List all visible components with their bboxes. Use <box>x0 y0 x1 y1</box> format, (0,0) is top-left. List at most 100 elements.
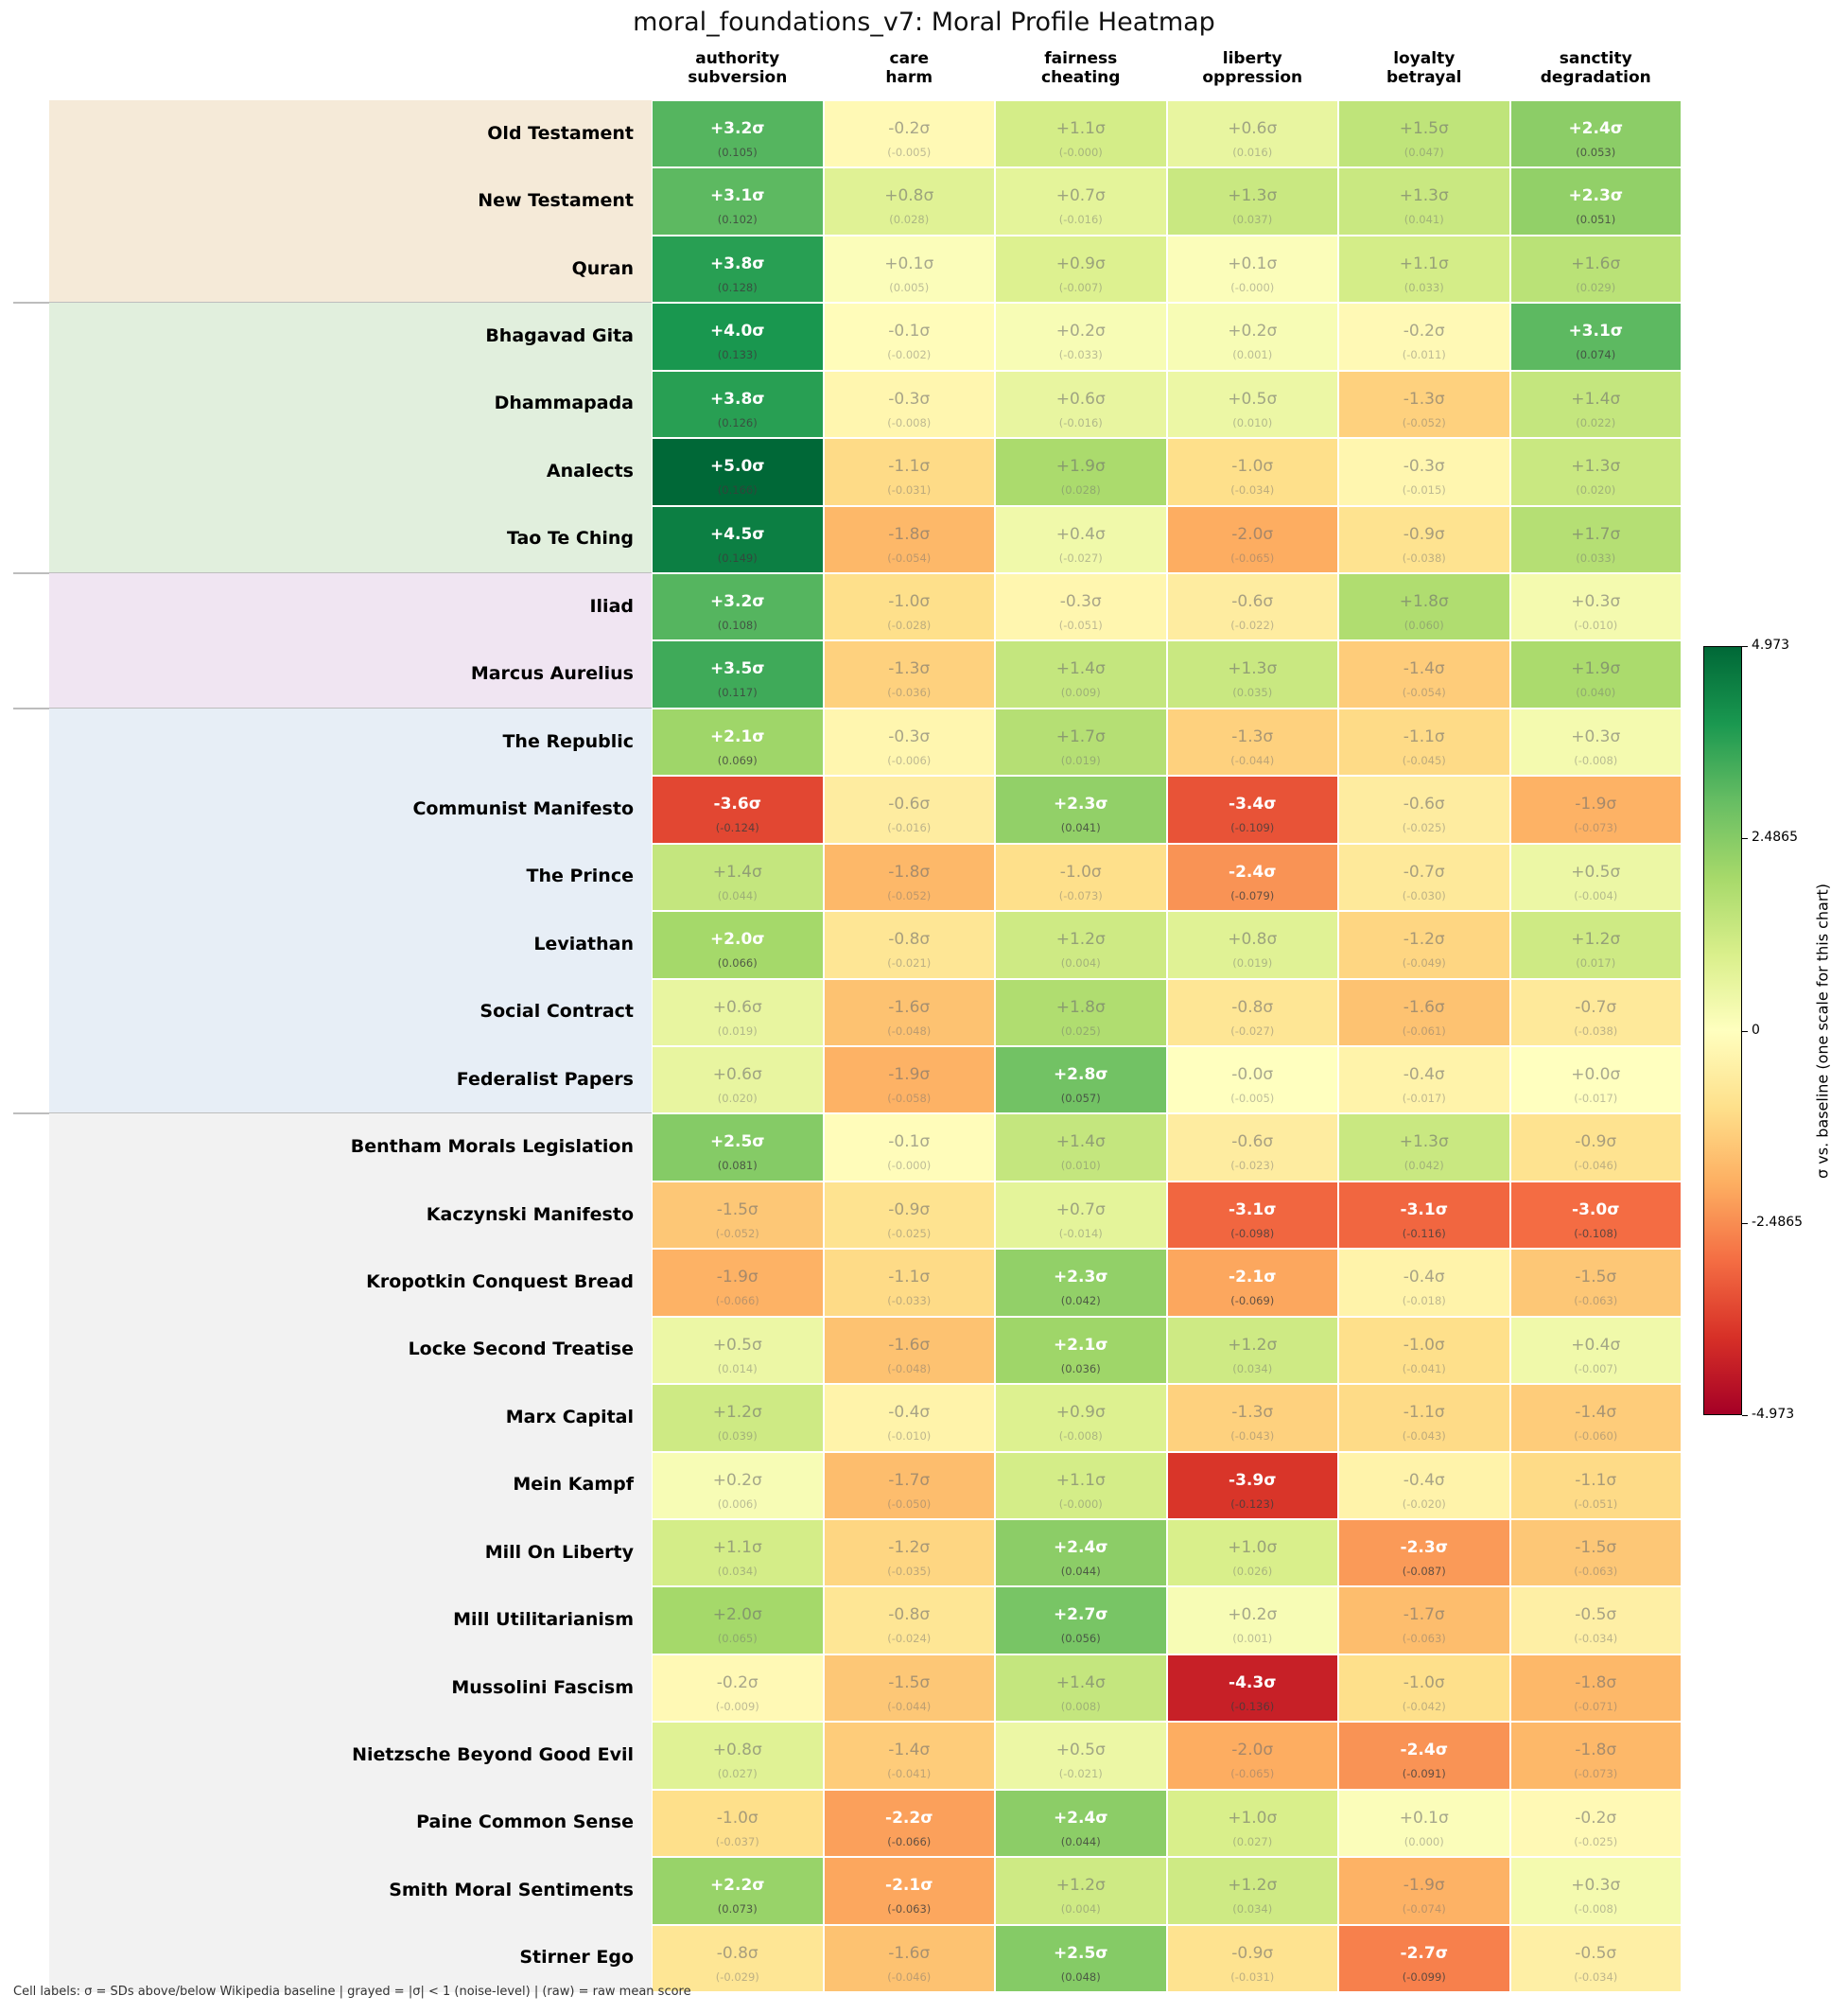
cell-raw-label: (-0.063) <box>1574 1294 1618 1308</box>
cell-sigma-label: -1.5σ <box>1575 1538 1617 1558</box>
cell-sigma-label: -3.1σ <box>1229 1199 1277 1219</box>
cell-raw-label: (-0.041) <box>1402 1361 1446 1375</box>
heatmap-cell: -2.0σ (-0.065) <box>1166 505 1338 573</box>
cell-sigma-label: +2.2σ <box>709 1876 765 1896</box>
heatmap-cell: +1.3σ (0.035) <box>1166 640 1338 709</box>
cell-raw-label: (-0.027) <box>1230 1024 1275 1038</box>
cell-raw-label: (-0.073) <box>1574 821 1618 835</box>
cell-raw-label: (-0.015) <box>1402 483 1446 498</box>
cell-raw-label: (0.001) <box>1232 348 1273 362</box>
cell-sigma-label: +2.8σ <box>1053 1065 1108 1085</box>
heatmap-cell: -2.3σ (-0.087) <box>1338 1519 1510 1587</box>
heatmap-cell: +2.1σ (0.036) <box>995 1316 1167 1385</box>
cell-raw-label: (-0.087) <box>1402 1565 1446 1579</box>
heatmap-cell: +1.4σ (0.022) <box>1509 370 1682 439</box>
cell-sigma-label: +1.3σ <box>1228 659 1278 679</box>
cell-sigma-label: +2.5σ <box>709 1132 765 1152</box>
cell-raw-label: (0.008) <box>1060 1699 1101 1713</box>
cell-raw-label: (0.026) <box>1232 1565 1273 1579</box>
heatmap-cell: +3.2σ (0.105) <box>652 100 824 168</box>
heatmap-cell: -1.3σ (-0.043) <box>1166 1384 1338 1452</box>
cell-raw-label: (-0.066) <box>715 1294 759 1308</box>
colorbar-tick <box>1742 1030 1748 1032</box>
cell-sigma-label: +4.5σ <box>709 524 765 544</box>
heatmap-cell: -1.8σ (-0.052) <box>823 843 995 912</box>
row-label: Bhagavad Gita <box>485 325 634 346</box>
cell-sigma-label: -3.6σ <box>713 795 761 814</box>
cell-raw-label: (0.006) <box>717 1497 758 1511</box>
cell-sigma-label: +0.3σ <box>1571 592 1621 611</box>
cell-raw-label: (0.044) <box>717 888 758 902</box>
heatmap-cell: +2.0σ (0.066) <box>652 911 824 979</box>
cell-raw-label: (-0.021) <box>1058 1767 1103 1781</box>
heatmap-cell: +0.7σ (-0.014) <box>995 1181 1167 1250</box>
heatmap-cell: -3.4σ (-0.109) <box>1166 776 1338 844</box>
heatmap-cell: +1.3σ (0.020) <box>1509 438 1682 506</box>
cell-sigma-label: -1.5σ <box>716 1199 758 1219</box>
cell-raw-label: (0.004) <box>1060 1902 1101 1917</box>
cell-raw-label: (0.081) <box>717 1159 758 1173</box>
cell-raw-label: (-0.031) <box>887 483 932 498</box>
heatmap-cell: -3.1σ (-0.098) <box>1166 1181 1338 1250</box>
cell-sigma-label: +1.8σ <box>1055 997 1106 1017</box>
cell-sigma-label: +2.4σ <box>1053 1808 1108 1828</box>
heatmap-cell: -4.3σ (-0.136) <box>1166 1654 1338 1723</box>
cell-raw-label: (0.014) <box>717 1361 758 1375</box>
cell-raw-label: (0.005) <box>889 280 930 294</box>
cell-raw-label: (0.034) <box>1232 1902 1273 1917</box>
cell-sigma-label: +2.5σ <box>1053 1943 1108 1963</box>
cell-sigma-label: -1.7σ <box>1403 1605 1445 1625</box>
cell-raw-label: (-0.005) <box>887 146 932 159</box>
cell-raw-label: (0.029) <box>1576 280 1616 294</box>
heatmap-cell: +1.2σ (0.004) <box>995 1857 1167 1925</box>
cell-sigma-label: -3.0σ <box>1572 1199 1620 1219</box>
cell-raw-label: (0.074) <box>1576 348 1616 362</box>
heatmap-cell: -1.8σ (-0.073) <box>1509 1722 1682 1790</box>
cell-raw-label: (0.056) <box>1060 1632 1101 1646</box>
cell-sigma-label: +1.8σ <box>1399 592 1449 611</box>
cell-raw-label: (-0.000) <box>887 1159 932 1173</box>
cell-raw-label: (-0.091) <box>1402 1767 1446 1781</box>
cell-sigma-label: -0.3σ <box>1059 592 1102 611</box>
cell-sigma-label: +2.4σ <box>1053 1538 1108 1558</box>
cell-raw-label: (-0.000) <box>1058 146 1103 159</box>
cell-raw-label: (-0.008) <box>1574 1902 1618 1917</box>
cell-raw-label: (-0.051) <box>1574 1497 1618 1511</box>
cell-sigma-label: +0.1σ <box>1399 1808 1449 1828</box>
row-label: Dhammapada <box>494 393 634 414</box>
cell-sigma-label: +0.5σ <box>1055 1741 1106 1760</box>
heatmap-cell: -0.9σ (-0.031) <box>1166 1924 1338 1993</box>
heatmap-cell: -0.6σ (-0.023) <box>1166 1113 1338 1182</box>
cell-sigma-label: +3.5σ <box>709 659 765 679</box>
cell-sigma-label: -3.4σ <box>1229 795 1277 814</box>
heatmap-cell: +1.2σ (0.034) <box>1166 1316 1338 1385</box>
heatmap-cell: -0.1σ (-0.000) <box>823 1113 995 1182</box>
cell-sigma-label: -1.3σ <box>1403 389 1445 409</box>
group-background <box>49 1113 652 1993</box>
row-label: Smith Moral Sentiments <box>389 1879 634 1900</box>
cell-sigma-label: +1.2σ <box>1228 1876 1278 1896</box>
heatmap-cell: -0.8σ (-0.024) <box>823 1586 995 1654</box>
heatmap-cell: +2.8σ (0.057) <box>995 1046 1167 1114</box>
cell-sigma-label: +1.1σ <box>1399 254 1449 273</box>
row-label: Analects <box>546 460 634 481</box>
cell-raw-label: (-0.074) <box>1402 1902 1446 1917</box>
colorbar-tick-label: -4.973 <box>1752 1407 1795 1422</box>
cell-sigma-label: -1.0σ <box>1403 1335 1445 1355</box>
cell-raw-label: (-0.052) <box>715 1226 759 1240</box>
cell-sigma-label: +0.3σ <box>1571 726 1621 746</box>
cell-sigma-label: -0.3σ <box>888 389 931 409</box>
heatmap-cell: -1.0σ (-0.041) <box>1338 1316 1510 1385</box>
heatmap-cell: -1.1σ (-0.031) <box>823 438 995 506</box>
row-label: Bentham Morals Legislation <box>350 1136 634 1158</box>
cell-sigma-label: +0.2σ <box>1228 322 1278 341</box>
heatmap-cell: -0.3σ (-0.015) <box>1338 438 1510 506</box>
heatmap-cell: -1.5σ (-0.044) <box>823 1654 995 1723</box>
row-label: Tao Te Ching <box>506 528 634 550</box>
heatmap-cell: -0.3σ (-0.008) <box>823 370 995 439</box>
cell-sigma-label: -0.2σ <box>1575 1808 1617 1828</box>
colorbar-label: σ vs. baseline (one scale for this chart… <box>1813 884 1832 1179</box>
cell-sigma-label: +1.3σ <box>1399 186 1449 206</box>
cell-raw-label: (-0.009) <box>715 1699 759 1713</box>
cell-sigma-label: +2.3σ <box>1053 1268 1108 1287</box>
